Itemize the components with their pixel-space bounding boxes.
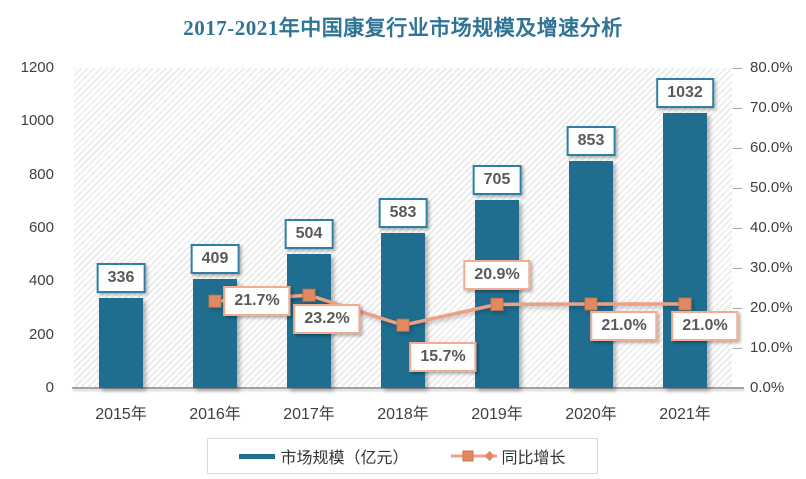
- line-series-swatch-icon: [450, 450, 497, 462]
- y2-axis-tick-label: 80.0%: [750, 59, 793, 76]
- y-axis-tick-label: 0: [45, 379, 54, 396]
- x-axis-label: 2021年: [659, 406, 711, 423]
- chart-title: 2017-2021年中国康复行业市场规模及增速分析: [183, 16, 623, 40]
- x-axis-label: 2016年: [189, 406, 241, 423]
- bar-value-label: 1032: [656, 77, 714, 108]
- y2-axis-tick-label: 10.0%: [750, 339, 793, 356]
- y2-axis-tick-label: 70.0%: [750, 99, 793, 116]
- y2-axis-tick: [733, 107, 742, 109]
- y2-axis-tick: [733, 347, 742, 349]
- bar-value-label: 705: [472, 165, 522, 195]
- legend: 市场规模（亿元） 同比增长: [207, 438, 598, 474]
- x-axis-label: 2019年: [471, 406, 523, 423]
- bar-value-label: 583: [378, 197, 428, 228]
- y2-axis-tick-label: 40.0%: [750, 219, 793, 236]
- legend-item-market-size: 市场规模（亿元）: [239, 444, 409, 468]
- line-value-label: 21.7%: [223, 286, 291, 317]
- y-axis-tick-label: 1000: [20, 112, 54, 130]
- line-value-label: 15.7%: [409, 342, 477, 373]
- bar: [663, 112, 707, 388]
- x-axis-label: 2015年: [95, 406, 147, 423]
- line-value-label: 21.0%: [671, 311, 739, 341]
- bar: [475, 200, 519, 388]
- legend-label-growth: 同比增长: [501, 450, 566, 467]
- y2-axis-tick-label: 0.0%: [750, 379, 785, 396]
- y-axis-tick-label: 800: [28, 165, 54, 183]
- y2-axis-tick-label: 60.0%: [750, 139, 793, 156]
- y2-axis-tick: [733, 67, 742, 69]
- bar-value-label: 504: [284, 218, 334, 249]
- y2-axis-tick: [733, 147, 742, 149]
- y-axis-tick-label: 1200: [20, 59, 54, 76]
- line-value-label: 21.0%: [590, 311, 658, 341]
- y2-axis-tick-label: 50.0%: [750, 179, 793, 196]
- bar-value-label: 853: [566, 125, 616, 156]
- y2-axis-tick: [733, 307, 742, 309]
- bar-value-label: 409: [190, 243, 240, 274]
- y2-axis-tick-label: 20.0%: [750, 299, 793, 316]
- legend-item-growth: 同比增长: [450, 444, 566, 468]
- y2-axis-tick-label: 30.0%: [750, 259, 793, 276]
- y2-axis-tick: [733, 227, 742, 229]
- y-axis-tick-label: 600: [28, 219, 54, 236]
- y2-axis-tick: [733, 267, 742, 269]
- line-value-label: 20.9%: [463, 260, 531, 291]
- x-axis-label: 2018年: [377, 406, 429, 423]
- line-value-label: 23.2%: [293, 304, 361, 335]
- bar: [569, 160, 613, 388]
- bar-value-label: 336: [96, 263, 146, 294]
- x-axis-line: [72, 387, 744, 389]
- legend-label-market-size: 市场规模（亿元）: [280, 450, 409, 467]
- y2-axis-tick: [733, 187, 742, 189]
- x-axis-label: 2020年: [565, 406, 617, 423]
- y-axis-tick-label: 200: [28, 325, 54, 343]
- bar-series-swatch-icon: [239, 453, 276, 459]
- bar: [99, 298, 143, 388]
- x-axis-label: 2017年: [283, 406, 335, 423]
- y-axis-tick-label: 400: [28, 272, 54, 290]
